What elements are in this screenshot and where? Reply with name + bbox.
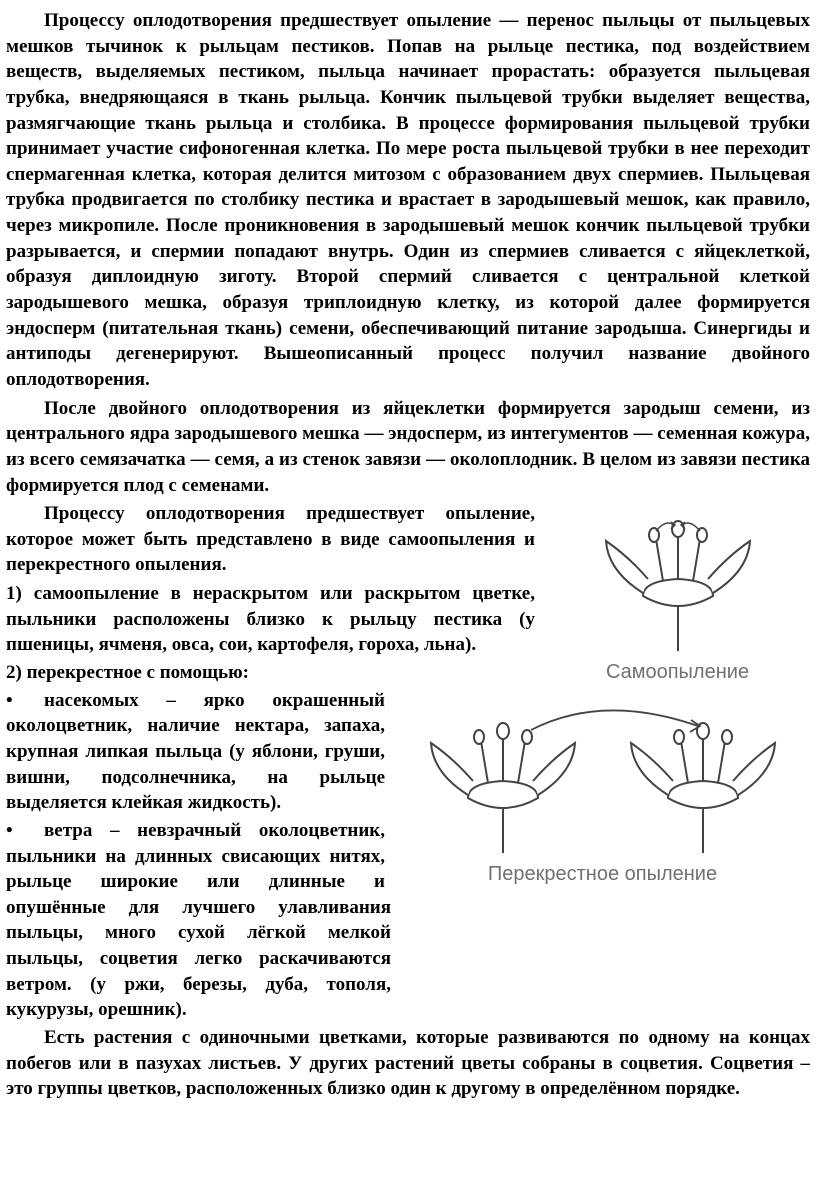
bullet-wind-text: ветра – невзрачный околоцветник, пыльник… [6,820,391,1020]
bullet-wind: •ветра – невзрачный околоцветник, пыльни… [6,818,391,1023]
self-pollination-icon [568,501,788,651]
self-pollination-caption: Самоопыление [545,659,810,686]
self-pollination-figure: Самоопыление [545,501,810,686]
paragraph-fertilization-process: Процессу оплодотворения предшествует опы… [6,8,810,393]
paragraph-inflorescence: Есть растения с одиночными цветками, кот… [6,1025,810,1102]
cross-pollination-caption: Перекрестное опыление [395,861,810,888]
bullet-insects: •насекомых – ярко окрашенный околоцветни… [6,688,391,816]
cross-pollination-icon [403,688,803,853]
paragraph-after-fertilization: После двойного оплодотворения из яйцекле… [6,396,810,499]
bullet-insects-text: насекомых – ярко окрашенный околоцветник… [6,690,385,814]
cross-pollination-figure: Перекрестное опыление [395,688,810,888]
pollination-section: Самоопыление Процессу оплодотворения пре… [6,501,810,1025]
